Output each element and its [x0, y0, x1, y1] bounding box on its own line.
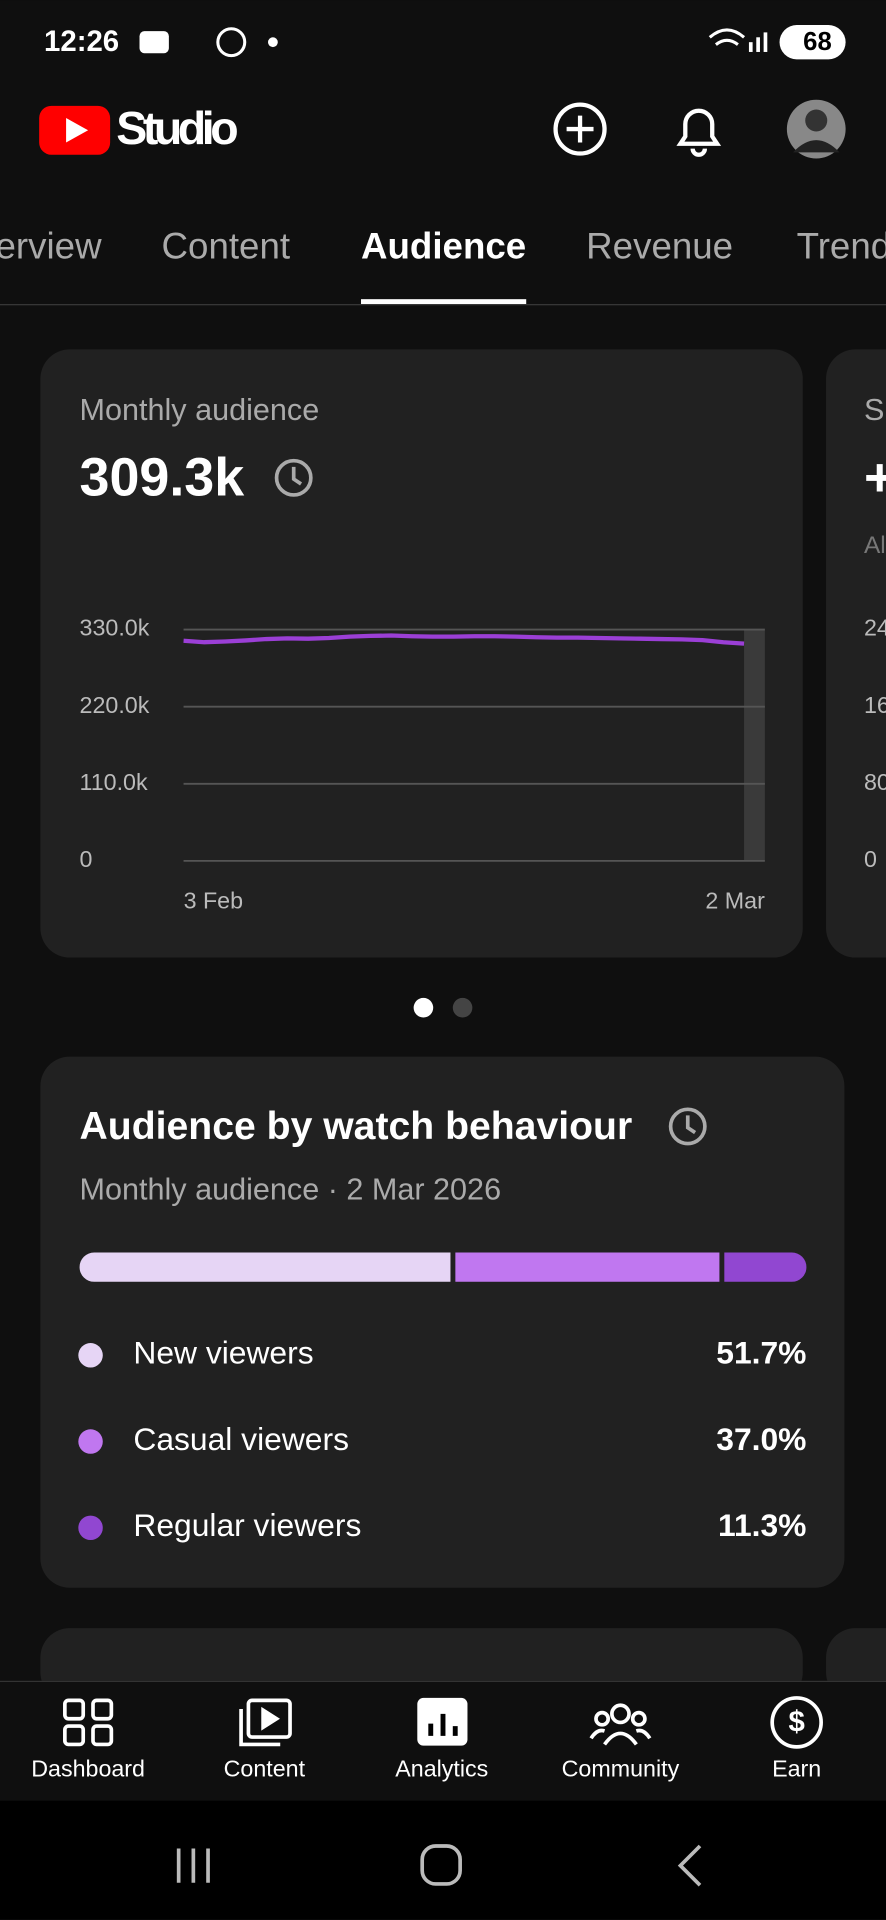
content-icon [239, 1698, 292, 1747]
earn-icon [770, 1696, 823, 1749]
divider [0, 1680, 886, 1683]
y-tick-label: 16 [864, 692, 886, 718]
bar-segment [455, 1252, 720, 1282]
bar-segment [724, 1252, 807, 1282]
y-tick-label: 24 [864, 615, 886, 641]
tab-indicator [361, 299, 527, 305]
legend-dot [78, 1343, 103, 1368]
tab[interactable]: Content [162, 226, 291, 267]
card-subtitle: Monthly audience · 2 Mar 2026 [80, 1172, 502, 1206]
dashboard-icon [63, 1698, 114, 1747]
avatar-face [805, 109, 828, 132]
card-title: Audience by watch behaviour [80, 1105, 633, 1148]
system-nav [0, 1800, 886, 1920]
x-tick-label: 2 Mar [705, 888, 765, 914]
value-label: 37.0% [716, 1421, 806, 1457]
create-button[interactable] [553, 102, 607, 156]
card-title: Monthly audience [80, 393, 320, 427]
wifi [708, 28, 746, 46]
time: 12:26 [44, 25, 119, 58]
nav-label[interactable]: Dashboard [31, 1755, 145, 1781]
legend-dot [78, 1515, 103, 1541]
analytics-bars [428, 1713, 458, 1736]
community-icon [589, 1703, 652, 1746]
data-line [183, 633, 745, 646]
card-subtitle: Al [864, 532, 886, 559]
back-button[interactable] [677, 1844, 702, 1887]
card-title: S [864, 393, 884, 427]
tab[interactable]: Revenue [586, 226, 733, 267]
status-icon [268, 37, 278, 48]
bar-segment [79, 1252, 451, 1282]
status-icon [139, 31, 169, 54]
status-icon [216, 27, 247, 58]
recents-button[interactable] [176, 1848, 210, 1883]
app-title: Studio [116, 102, 238, 154]
y-tick-label: 0 [80, 846, 93, 872]
signal [756, 37, 760, 52]
home-button[interactable] [420, 1844, 462, 1886]
earn-icon-symbol: $ [788, 1705, 804, 1738]
clock-icon [668, 1107, 707, 1146]
legend-label: New viewers [133, 1335, 313, 1371]
page-dot[interactable] [452, 997, 473, 1018]
signal [763, 32, 768, 52]
y-tick-label: 0 [864, 846, 877, 872]
battery-level: 68 [803, 28, 832, 56]
nav-label[interactable]: Analytics [395, 1755, 488, 1781]
battery [779, 25, 846, 60]
highlight-band [744, 629, 765, 861]
y-tick-label: 220.0k [80, 692, 150, 718]
tab[interactable]: Overview [0, 226, 102, 267]
legend-label: Regular viewers [133, 1507, 361, 1543]
nav-label[interactable]: Content [224, 1755, 306, 1781]
signal [748, 42, 753, 52]
legend-dot [78, 1429, 103, 1454]
divider [0, 304, 886, 306]
clock-icon [274, 458, 313, 497]
nav-label[interactable]: Earn [772, 1755, 821, 1781]
tab[interactable]: Trends [797, 226, 886, 267]
legend-label: Casual viewers [133, 1421, 349, 1457]
logo-play [66, 118, 89, 143]
y-tick-label: 110.0k [80, 769, 148, 795]
y-tick-label: 330.0k [80, 615, 150, 641]
avatar-body [792, 140, 840, 153]
card[interactable] [40, 1056, 845, 1588]
value-label: 11.3% [718, 1507, 806, 1543]
tab[interactable]: Audience [361, 226, 526, 267]
card-value: + [864, 448, 886, 508]
nav-label[interactable]: Community [562, 1755, 680, 1781]
x-tick-label: 3 Feb [184, 888, 243, 914]
page-dot[interactable] [413, 997, 434, 1018]
value-label: 51.7% [716, 1335, 806, 1371]
card-value: 309.3k [80, 448, 245, 508]
card[interactable] [826, 349, 886, 958]
y-tick-label: 80 [864, 769, 886, 795]
card[interactable] [40, 349, 803, 958]
notifications-button[interactable] [676, 108, 722, 157]
